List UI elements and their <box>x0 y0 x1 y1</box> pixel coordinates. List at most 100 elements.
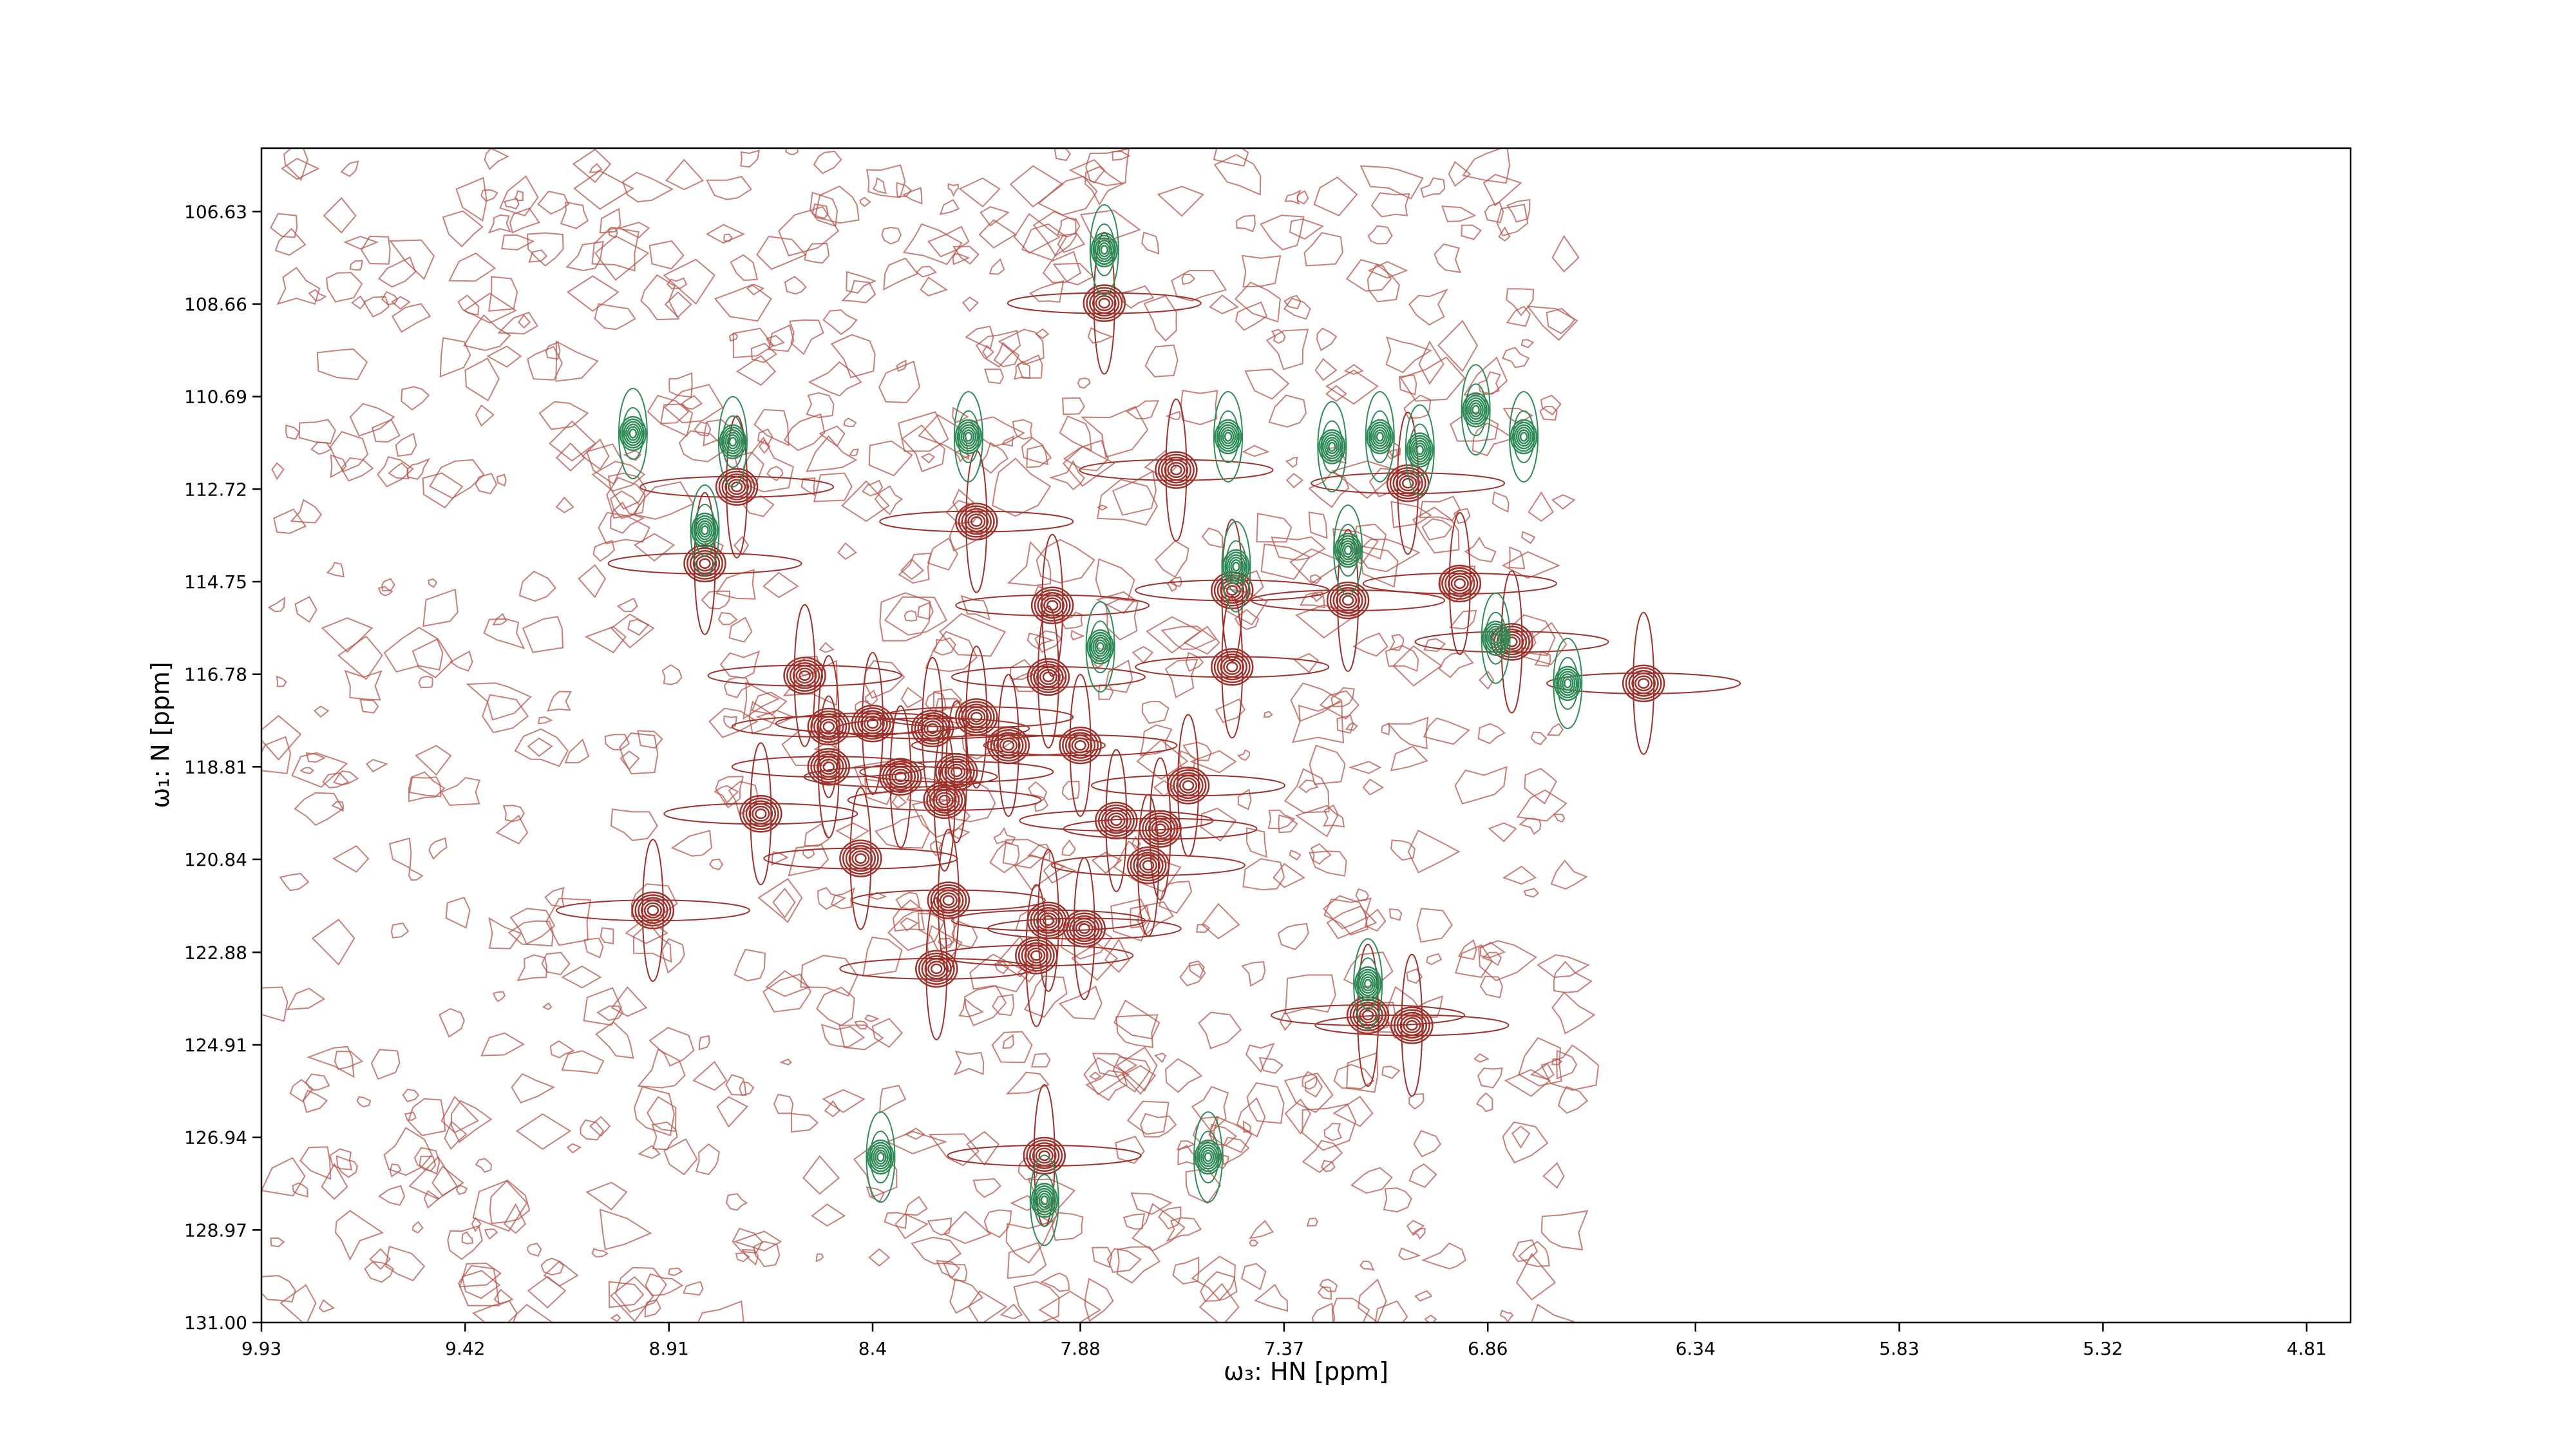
noise-contour <box>1426 953 1443 966</box>
peak-contour <box>1220 426 1236 447</box>
noise-contour <box>455 177 488 222</box>
peak-contour <box>1374 429 1386 444</box>
noise-contour <box>406 457 431 481</box>
peak-contour <box>867 1139 895 1175</box>
noise-contour <box>1126 1100 1170 1135</box>
noise-contour <box>600 927 614 944</box>
noise-contour <box>1352 632 1388 657</box>
peak-contour <box>692 553 717 575</box>
peak-contour <box>1027 947 1046 964</box>
noise-contour <box>344 669 383 701</box>
noise-contour <box>1302 1140 1343 1174</box>
noise-contour <box>862 936 903 977</box>
peak-contour <box>960 426 977 447</box>
peak-contour <box>1194 1139 1222 1175</box>
peak-contour <box>1092 234 1117 265</box>
noise-contour <box>599 207 621 234</box>
noise-contour <box>584 626 627 654</box>
peak-contour <box>882 760 919 793</box>
peak-streak <box>1448 511 1471 655</box>
noise-contour <box>773 1093 794 1114</box>
noise-contour <box>499 175 539 216</box>
noise-contour <box>541 951 571 975</box>
noise-contour <box>992 457 1052 517</box>
noise-contour <box>991 1031 1033 1064</box>
noise-contour <box>630 883 678 917</box>
noise-contour <box>904 610 918 622</box>
noise-contour <box>952 488 975 514</box>
noise-contour <box>377 1185 406 1206</box>
noise-contour <box>408 1156 458 1200</box>
peak-contour <box>1366 419 1394 455</box>
noise-contour <box>1240 1263 1267 1290</box>
noise-contour <box>1540 1210 1589 1251</box>
noise-contour <box>419 1156 437 1172</box>
peak-contour <box>799 670 811 682</box>
peak-streak <box>889 705 912 848</box>
noise-contour <box>290 499 323 524</box>
noise-contour <box>1132 1203 1186 1252</box>
noise-contour <box>800 477 816 497</box>
noise-contour <box>1234 609 1260 631</box>
noise-contour <box>1213 1152 1229 1169</box>
noise-contour <box>365 759 389 773</box>
noise-contour <box>383 626 444 673</box>
y-tick-label: 131.00 <box>184 1312 247 1333</box>
peak-contour <box>1036 1190 1052 1210</box>
peak-streak <box>1221 521 1251 613</box>
peak-contour <box>1393 1009 1430 1042</box>
noise-contour <box>573 170 634 210</box>
peak <box>690 484 720 577</box>
noise-contour <box>270 213 298 238</box>
noise-contour <box>969 953 1030 993</box>
noise-contour <box>291 752 348 788</box>
noise-contour <box>439 1008 465 1038</box>
noise-contour <box>895 892 920 910</box>
noise-contour <box>900 558 925 580</box>
noise-contour <box>1084 1277 1114 1323</box>
peak-streak <box>694 492 716 635</box>
noise-contour <box>591 461 646 492</box>
noise-contour <box>1242 444 1270 457</box>
noise-contour <box>1448 160 1472 187</box>
noise-contour <box>261 1275 296 1303</box>
noise-contour <box>1166 410 1181 420</box>
noise-contour <box>271 462 285 481</box>
noise-contour <box>267 597 286 613</box>
noise-contour <box>1063 439 1109 472</box>
noise-contour <box>1121 285 1155 309</box>
noise-contour <box>936 1259 961 1278</box>
noise-contour <box>1370 192 1410 218</box>
noise-contour <box>1518 1241 1550 1267</box>
noise-contour <box>1520 339 1535 349</box>
noise-contour <box>716 1096 748 1128</box>
noise-contour <box>896 182 912 198</box>
noise-contour <box>1540 394 1562 416</box>
noise-contour <box>1141 700 1170 724</box>
peak-contour <box>1039 669 1057 685</box>
noise-contour <box>543 1260 579 1287</box>
noise-contour <box>566 1143 582 1154</box>
noise-contour <box>1504 1069 1551 1097</box>
peak <box>1362 511 1557 655</box>
peak-contour <box>936 890 961 912</box>
noise-contour <box>279 1284 317 1323</box>
peak-contour <box>1037 591 1068 619</box>
noise-contour <box>1551 991 1596 1035</box>
noise-contour <box>1154 540 1189 578</box>
noise-contour <box>326 562 345 578</box>
peak-contour <box>951 766 963 778</box>
noise-contour <box>549 1040 575 1059</box>
peak-contour <box>701 525 709 535</box>
peak-contour <box>810 711 848 743</box>
noise-contour <box>947 183 960 197</box>
peak-contour <box>1136 854 1160 876</box>
peak-streak <box>1025 884 1048 1027</box>
peak-contour <box>1361 976 1374 991</box>
noise-contour <box>1254 1283 1289 1312</box>
peak-contour <box>1326 439 1338 455</box>
peak-contour <box>1562 676 1574 691</box>
peak-contour <box>1198 1144 1218 1170</box>
peak-contour <box>1030 1183 1058 1218</box>
noise-contour <box>1349 523 1387 560</box>
